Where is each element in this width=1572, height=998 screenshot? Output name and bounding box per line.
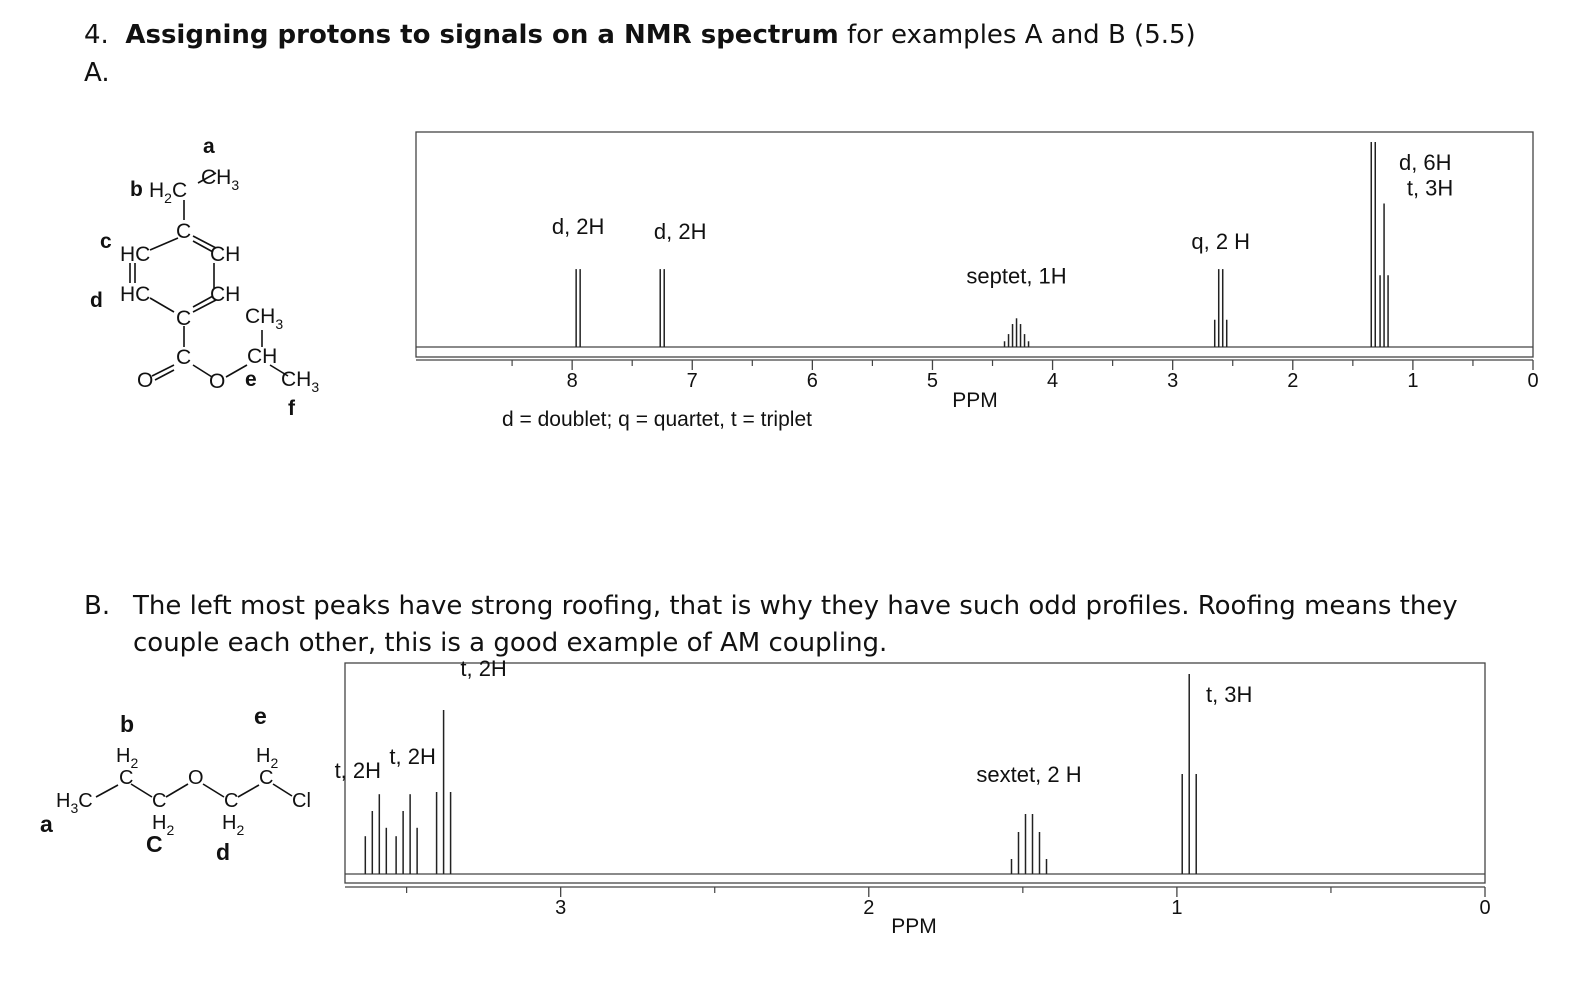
peak-3: [435, 710, 452, 874]
tick-label-0: 0: [1479, 897, 1490, 919]
mol-b-label-a: a: [40, 811, 53, 837]
tick-label-1: 1: [1407, 370, 1418, 392]
mol-a-hc-d: HC: [120, 283, 150, 306]
spectrum-a-peaks: [575, 142, 1389, 347]
peak-label-5: t, 3H: [1206, 682, 1252, 707]
mol-b-o: O: [188, 767, 204, 789]
peak-6: [1379, 203, 1389, 347]
spectrum-a: 8 7 6 5 4 3 2 1 0 d, 2H d, 2H septet, 1H q, 2 H d, 6…: [415, 131, 1539, 431]
section-b-text: The left most peaks have strong roofing,…: [133, 591, 1458, 658]
spectrum-a-peak-labels: d, 2H d, 2H septet, 1H q, 2 H d, 6Ht, 3H: [552, 150, 1453, 288]
tick-label-6: 6: [807, 370, 818, 392]
mol-b-h2-d: H2: [222, 812, 244, 838]
mol-a-label-d: d: [90, 289, 103, 312]
peak-label-1: t, 2H: [335, 758, 381, 783]
question-title-rest: for examples A and B (5.5): [838, 20, 1196, 50]
tick-label-1: 1: [1171, 897, 1182, 919]
tick-label-5: 5: [927, 370, 938, 392]
spectrum-a-xlabel: PPM: [952, 389, 998, 412]
mol-a-ch-e: CH: [247, 345, 277, 368]
mol-b-c-b: C: [119, 767, 133, 789]
mol-a-c-carbonyl: C: [176, 346, 191, 369]
spectrum-b-xlabel: PPM: [891, 915, 937, 938]
section-b-label: B.: [84, 591, 111, 621]
peak-2: [659, 269, 665, 347]
peak-label-1: d, 2H: [552, 214, 605, 239]
mol-b-h2-b: H2: [116, 745, 138, 771]
spectrum-b-peak-labels: t, 2H t, 2H t, 2H sextet, 2 H t, 3H: [335, 656, 1253, 787]
spectrum-a-frame: [415, 131, 1534, 358]
peak-1: [364, 794, 388, 874]
tick-label-4: 4: [1047, 370, 1058, 392]
peak-label-3: septet, 1H: [966, 263, 1066, 288]
mol-a-ch-c2: CH: [210, 243, 240, 266]
section-a-label: A.: [84, 58, 110, 88]
mol-a-label-a: a: [203, 135, 215, 158]
mol-b-c-e: C: [259, 767, 273, 789]
mol-a-label-c: c: [100, 230, 112, 253]
peak-5: [1370, 142, 1377, 347]
mol-a-h2c: H2C: [149, 179, 187, 206]
spectrum-b-frame: [344, 662, 1486, 884]
mol-b-label-c: C: [146, 831, 163, 857]
mol-b-cl: Cl: [292, 790, 311, 812]
mol-a-o-keto: O: [137, 369, 153, 392]
peak-3: [1003, 318, 1030, 347]
peak-label-2: t, 2H: [389, 744, 435, 769]
tick-label-8: 8: [567, 370, 578, 392]
question-title-bold: Assigning protons to signals on a NMR sp…: [125, 20, 839, 50]
peak-label-4: sextet, 2 H: [976, 762, 1081, 787]
mol-a-label-e: e: [245, 368, 257, 391]
question-number: 4.: [84, 20, 109, 50]
molecule-b: b e H2 H2 C C O H3C C C Cl H2 H2 a C d: [40, 703, 311, 865]
mol-a-hc-c: HC: [120, 243, 150, 266]
tick-label-3: 3: [555, 897, 566, 919]
tick-label-3: 3: [1167, 370, 1178, 392]
spectrum-b-peaks: [364, 674, 1197, 874]
mol-a-label-b: b: [130, 178, 143, 201]
mol-a-label-f: f: [288, 397, 296, 420]
peak-2: [395, 794, 418, 874]
mol-b-c-c: C: [152, 790, 166, 812]
tick-label-0: 0: [1527, 370, 1538, 392]
molecule-a: a CH3 b H2C C c HC CH d HC CH C CH3 C CH…: [90, 135, 319, 420]
mol-a-o-ester: O: [209, 370, 225, 393]
mol-a-ch3-top: CH3: [245, 305, 283, 332]
tick-label-2: 2: [1287, 370, 1298, 392]
mol-b-label-e: e: [254, 703, 267, 729]
mol-b-label-d: d: [216, 839, 230, 865]
peak-1: [575, 269, 581, 347]
tick-label-2: 2: [863, 897, 874, 919]
mol-a-ch3-f: CH3: [281, 368, 319, 395]
spectrum-a-note: d = doublet; q = quartet, t = triplet: [502, 408, 812, 431]
mol-a-c-ring-top: C: [176, 220, 191, 243]
spectrum-b-axis: 3 2 1 0: [345, 886, 1491, 919]
mol-b-h3c: H3C: [56, 790, 93, 816]
mol-b-label-b: b: [120, 711, 134, 737]
peak-label-3: t, 2H: [460, 656, 506, 681]
mol-b-c-d: C: [224, 790, 238, 812]
mol-a-ch3-a: CH3: [201, 166, 239, 193]
question-title: 4. Assigning protons to signals on a NMR…: [84, 20, 1196, 50]
peak-label-4: q, 2 H: [1191, 229, 1250, 254]
peak-label-2: d, 2H: [654, 219, 707, 244]
peak-4: [1010, 814, 1048, 874]
peak-label-5: d, 6H: [1399, 150, 1452, 175]
spectrum-a-axis: 8 7 6 5 4 3 2 1 0: [416, 359, 1539, 392]
mol-a-c-ring-bot: C: [176, 307, 191, 330]
spectrum-b: 3 2 1 0 t, 2H t, 2H t, 2H sextet, 2 H t, 3H PPM: [335, 656, 1491, 938]
mol-a-ch-d2: CH: [210, 283, 240, 306]
tick-label-7: 7: [687, 370, 698, 392]
peak-5: [1181, 674, 1197, 874]
mol-b-h2-e: H2: [256, 745, 278, 771]
mol-b-h2-c: H2: [152, 812, 174, 838]
peak-label-6: t, 3H: [1407, 176, 1453, 201]
peak-4: [1213, 269, 1228, 347]
